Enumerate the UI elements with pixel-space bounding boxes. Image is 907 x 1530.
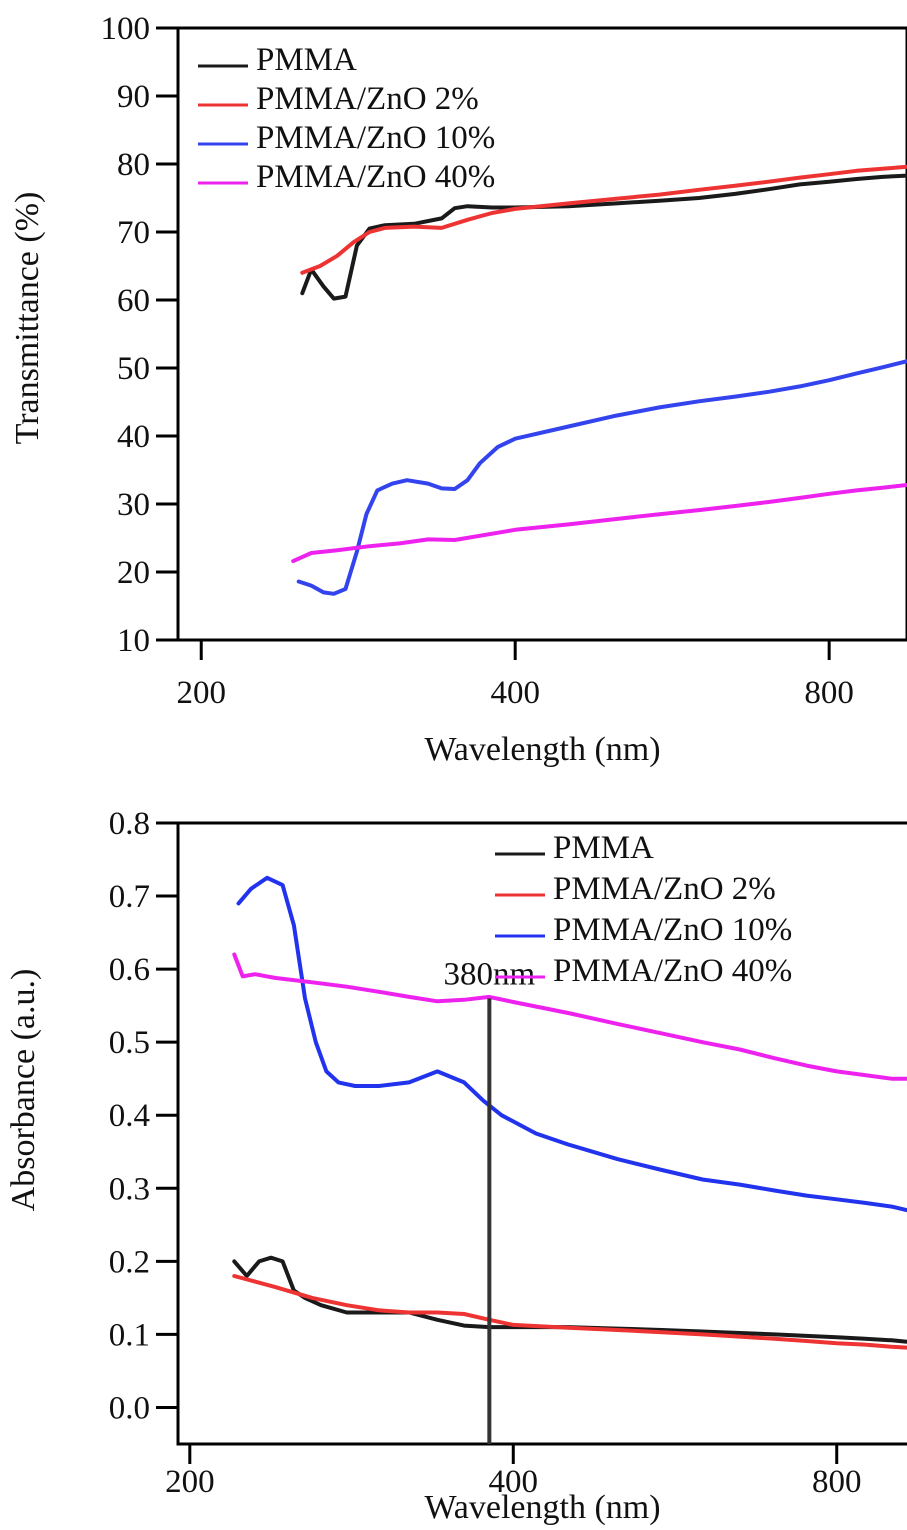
y-tick-label: 0.7 xyxy=(109,879,150,915)
x-tick-label: 400 xyxy=(489,1464,539,1500)
y-tick-label: 50 xyxy=(117,351,150,387)
series-line-2 xyxy=(300,164,907,275)
y-tick-label: 40 xyxy=(117,419,150,455)
legend-label-4: PMMA/ZnO 40% xyxy=(553,953,792,989)
y-tick-label: 0.3 xyxy=(109,1171,150,1207)
x-axis-title: Wavelength (nm) xyxy=(424,1489,660,1526)
y-tick-label: 0.1 xyxy=(109,1317,150,1353)
y-tick-label: 0.5 xyxy=(109,1025,150,1061)
y-tick-label: 90 xyxy=(117,79,150,115)
series-line-3 xyxy=(236,875,907,1213)
y-axis-title: Transmittance (%) xyxy=(9,192,46,445)
y-tick-label: 20 xyxy=(117,555,150,591)
legend-label-2: PMMA/ZnO 2% xyxy=(553,871,776,907)
legend-label-2: PMMA/ZnO 2% xyxy=(256,81,479,117)
x-tick-label: 200 xyxy=(176,675,226,711)
y-tick-label: 0.6 xyxy=(109,952,150,988)
legend-label-1: PMMA xyxy=(256,42,357,78)
y-tick-label: 80 xyxy=(117,147,150,183)
chart-2: 0.0 0.1 0.2 0.3 0.4 0.5 0.6 0.7 0.8 200 400 800 Wave… xyxy=(5,806,907,1526)
y-tick-label: 0.8 xyxy=(109,806,150,842)
legend-label-3: PMMA/ZnO 10% xyxy=(256,120,495,156)
x-tick-label: 800 xyxy=(804,675,854,711)
legend-label-4: PMMA/ZnO 40% xyxy=(256,159,495,195)
legend-label-3: PMMA/ZnO 10% xyxy=(553,912,792,948)
series-line-2 xyxy=(232,1274,907,1350)
x-tick-label: 200 xyxy=(165,1464,215,1500)
series-line-4 xyxy=(232,952,907,1081)
y-axis-title: Absorbance (a.u.) xyxy=(5,969,42,1212)
y-tick-label: 0.0 xyxy=(109,1390,150,1426)
y-tick-label: 100 xyxy=(101,11,151,47)
plot-frame xyxy=(176,821,907,1446)
y-tick-label: 30 xyxy=(117,487,150,523)
x-tick-label: 800 xyxy=(812,1464,862,1500)
y-tick-label: 0.2 xyxy=(109,1244,150,1280)
y-tick-label: 70 xyxy=(117,215,150,251)
y-tick-label: 60 xyxy=(117,283,150,319)
plot-frame xyxy=(176,26,907,642)
annotation-label: 380nm xyxy=(444,956,536,992)
legend-label-1: PMMA xyxy=(553,830,654,866)
y-tick-label: 0.4 xyxy=(109,1098,150,1134)
series-line-1 xyxy=(300,173,907,301)
x-tick-label: 400 xyxy=(490,675,540,711)
series-line-1 xyxy=(232,1255,907,1344)
x-axis-title: Wavelength (nm) xyxy=(424,731,660,768)
legend: PMMA PMMA/ZnO 2% PMMA/ZnO 10% PMMA/ZnO 40% xyxy=(495,830,792,989)
y-tick-label: 10 xyxy=(117,623,150,659)
series-line-4 xyxy=(291,483,907,564)
chart-1: 10 20 30 40 50 60 70 80 90 100 200 400 800 Wavelength… xyxy=(9,11,907,768)
series-line-3 xyxy=(296,359,907,596)
